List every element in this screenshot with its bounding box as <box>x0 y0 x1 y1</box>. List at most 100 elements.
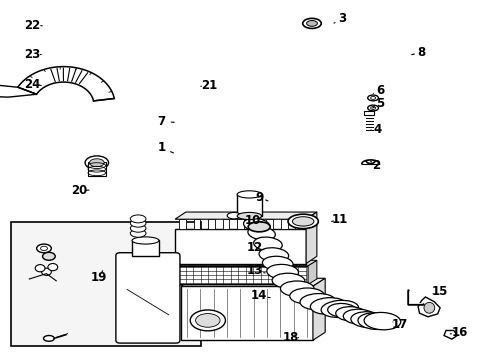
Ellipse shape <box>42 252 55 260</box>
Text: 5: 5 <box>376 97 384 110</box>
Polygon shape <box>18 67 114 101</box>
Text: 10: 10 <box>244 214 261 227</box>
Bar <box>11 222 201 346</box>
Text: 2: 2 <box>372 159 380 172</box>
Text: 7: 7 <box>157 115 165 128</box>
Text: 6: 6 <box>376 84 384 97</box>
Polygon shape <box>0 84 37 97</box>
Ellipse shape <box>306 21 317 26</box>
Ellipse shape <box>280 281 313 297</box>
Ellipse shape <box>130 219 146 227</box>
Ellipse shape <box>35 265 45 272</box>
Ellipse shape <box>130 229 146 237</box>
Bar <box>208 219 215 229</box>
Text: 4: 4 <box>373 123 381 136</box>
Bar <box>295 219 302 229</box>
Ellipse shape <box>195 314 220 327</box>
Ellipse shape <box>43 336 54 341</box>
Text: 17: 17 <box>391 318 407 330</box>
Ellipse shape <box>300 293 335 310</box>
Text: 23: 23 <box>24 48 41 60</box>
Ellipse shape <box>253 237 282 251</box>
Ellipse shape <box>237 191 261 198</box>
Polygon shape <box>312 278 325 340</box>
Bar <box>88 162 105 176</box>
Ellipse shape <box>367 105 378 111</box>
Ellipse shape <box>289 288 324 304</box>
Text: 15: 15 <box>431 285 447 298</box>
Polygon shape <box>176 260 316 266</box>
Ellipse shape <box>48 264 58 271</box>
Text: 14: 14 <box>250 289 267 302</box>
Text: 16: 16 <box>450 327 467 339</box>
Ellipse shape <box>130 224 146 232</box>
Ellipse shape <box>130 215 146 223</box>
Ellipse shape <box>243 218 269 232</box>
Ellipse shape <box>37 244 51 253</box>
Bar <box>237 219 244 229</box>
Bar <box>265 219 272 229</box>
Bar <box>222 219 229 229</box>
Text: 20: 20 <box>71 184 87 197</box>
Text: 24: 24 <box>24 78 41 91</box>
Text: 12: 12 <box>246 241 263 254</box>
Bar <box>193 219 200 229</box>
Ellipse shape <box>41 268 51 275</box>
Bar <box>175 229 305 264</box>
Ellipse shape <box>259 248 288 262</box>
Ellipse shape <box>302 18 321 28</box>
Polygon shape <box>175 212 316 219</box>
Text: 11: 11 <box>331 213 347 226</box>
Ellipse shape <box>370 96 375 99</box>
Ellipse shape <box>266 264 298 279</box>
Ellipse shape <box>343 309 375 324</box>
Polygon shape <box>305 212 316 264</box>
Ellipse shape <box>272 273 304 288</box>
Ellipse shape <box>247 226 275 240</box>
Bar <box>251 219 258 229</box>
Text: 3: 3 <box>338 12 346 25</box>
Polygon shape <box>181 278 325 286</box>
Ellipse shape <box>423 302 434 313</box>
Ellipse shape <box>350 312 384 328</box>
Ellipse shape <box>89 159 104 167</box>
Polygon shape <box>443 330 456 339</box>
Ellipse shape <box>237 212 261 220</box>
Text: 18: 18 <box>282 331 298 344</box>
Ellipse shape <box>304 17 323 28</box>
Bar <box>280 219 287 229</box>
Ellipse shape <box>132 237 159 244</box>
Ellipse shape <box>190 310 225 331</box>
Bar <box>237 194 261 216</box>
Ellipse shape <box>321 300 358 318</box>
Ellipse shape <box>85 156 108 170</box>
Text: 22: 22 <box>24 19 41 32</box>
Text: 1: 1 <box>157 141 165 154</box>
Ellipse shape <box>310 298 346 314</box>
Bar <box>179 219 185 229</box>
Ellipse shape <box>227 212 241 219</box>
Text: 21: 21 <box>201 79 217 92</box>
Ellipse shape <box>41 246 47 251</box>
Ellipse shape <box>367 95 378 101</box>
Text: 9: 9 <box>255 191 263 204</box>
Bar <box>176 266 307 284</box>
Text: 13: 13 <box>246 264 263 277</box>
Polygon shape <box>307 260 316 284</box>
Ellipse shape <box>247 222 269 232</box>
Bar <box>132 240 159 256</box>
Ellipse shape <box>327 303 356 317</box>
Ellipse shape <box>364 312 400 330</box>
Polygon shape <box>417 297 439 317</box>
Bar <box>364 111 373 115</box>
Bar <box>181 286 312 340</box>
Ellipse shape <box>370 107 375 109</box>
Text: 19: 19 <box>90 271 107 284</box>
FancyBboxPatch shape <box>116 253 180 343</box>
Ellipse shape <box>335 307 366 321</box>
Ellipse shape <box>262 256 292 271</box>
Text: 8: 8 <box>417 46 425 59</box>
Ellipse shape <box>287 214 318 229</box>
Ellipse shape <box>292 217 313 226</box>
Ellipse shape <box>357 313 392 329</box>
